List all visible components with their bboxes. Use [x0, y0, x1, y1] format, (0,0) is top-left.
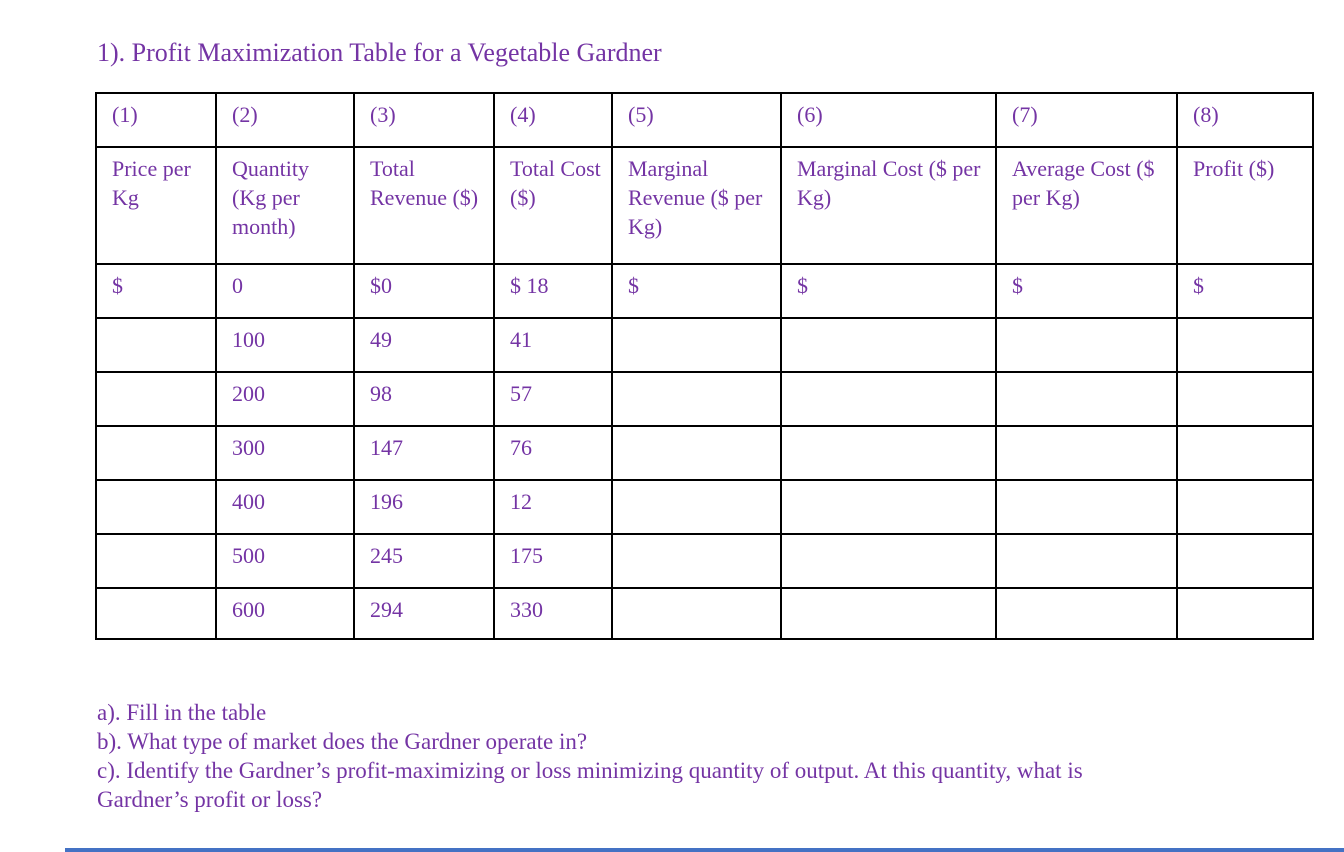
- questions-block: a). Fill in the table b). What type of m…: [97, 698, 1172, 814]
- data-cell: [780, 479, 997, 535]
- data-cell: $: [995, 263, 1178, 319]
- data-cell: 245: [353, 533, 495, 589]
- data-cell: 400: [215, 479, 355, 535]
- data-cell: 147: [353, 425, 495, 481]
- header-cell: Price per Kg: [95, 146, 217, 265]
- header-cell: Total Cost ($): [493, 146, 613, 265]
- table-row: 400 196 12: [95, 479, 1314, 535]
- data-cell: $: [95, 263, 217, 319]
- data-cell: [780, 587, 997, 640]
- data-cell: 330: [493, 587, 613, 640]
- data-cell: 98: [353, 371, 495, 427]
- data-cell: 175: [493, 533, 613, 589]
- table-row: 100 49 41: [95, 317, 1314, 373]
- table-row: 300 147 76: [95, 425, 1314, 481]
- table-row: $ 0 $0 $ 18 $ $ $ $: [95, 263, 1314, 319]
- data-cell: [1176, 533, 1314, 589]
- data-cell: [1176, 371, 1314, 427]
- data-cell: [611, 425, 782, 481]
- question-a: a). Fill in the table: [97, 700, 267, 725]
- data-cell: [995, 587, 1178, 640]
- column-number-cell: (6): [780, 92, 997, 148]
- data-cell: 12: [493, 479, 613, 535]
- header-cell: Average Cost ($ per Kg): [995, 146, 1178, 265]
- data-cell: [611, 317, 782, 373]
- data-cell: $: [780, 263, 997, 319]
- data-cell: [780, 371, 997, 427]
- data-cell: 196: [353, 479, 495, 535]
- data-cell: 41: [493, 317, 613, 373]
- data-cell: [95, 479, 217, 535]
- data-cell: [95, 587, 217, 640]
- header-cell: Total Revenue ($): [353, 146, 495, 265]
- header-cell: Marginal Revenue ($ per Kg): [611, 146, 782, 265]
- data-cell: [1176, 587, 1314, 640]
- data-cell: [95, 317, 217, 373]
- column-number-cell: (2): [215, 92, 355, 148]
- profit-maximization-table: (1) (2) (3) (4) (5) (6) (7) (8) Price pe…: [95, 92, 1314, 640]
- data-cell: [611, 587, 782, 640]
- column-number-cell: (8): [1176, 92, 1314, 148]
- column-number-cell: (4): [493, 92, 613, 148]
- header-row: Price per Kg Quantity (Kg per month) Tot…: [95, 146, 1314, 265]
- data-cell: $: [1176, 263, 1314, 319]
- data-cell: $ 18: [493, 263, 613, 319]
- data-cell: 294: [353, 587, 495, 640]
- data-cell: [780, 533, 997, 589]
- header-cell: Quantity (Kg per month): [215, 146, 355, 265]
- bottom-rule: [65, 848, 1344, 852]
- data-cell: 57: [493, 371, 613, 427]
- data-cell: 49: [353, 317, 495, 373]
- data-cell: $0: [353, 263, 495, 319]
- data-cell: [611, 371, 782, 427]
- data-cell: [95, 425, 217, 481]
- data-cell: [780, 317, 997, 373]
- data-cell: [1176, 317, 1314, 373]
- data-cell: $: [611, 263, 782, 319]
- data-cell: [95, 533, 217, 589]
- column-number-cell: (1): [95, 92, 217, 148]
- data-cell: [1176, 425, 1314, 481]
- question-c: c). Identify the Gardner’s profit-maximi…: [97, 758, 1083, 812]
- column-number-cell: (7): [995, 92, 1178, 148]
- table-row: 500 245 175: [95, 533, 1314, 589]
- table-row: 200 98 57: [95, 371, 1314, 427]
- data-cell: [1176, 479, 1314, 535]
- table-row: 600 294 330: [95, 587, 1314, 640]
- column-number-cell: (5): [611, 92, 782, 148]
- data-cell: [995, 479, 1178, 535]
- data-cell: [95, 371, 217, 427]
- column-number-row: (1) (2) (3) (4) (5) (6) (7) (8): [95, 92, 1314, 148]
- question-b: b). What type of market does the Gardner…: [97, 729, 588, 754]
- data-cell: [995, 317, 1178, 373]
- header-cell: Profit ($): [1176, 146, 1314, 265]
- data-cell: 0: [215, 263, 355, 319]
- data-cell: 300: [215, 425, 355, 481]
- data-cell: [995, 425, 1178, 481]
- page-title: 1). Profit Maximization Table for a Vege…: [97, 38, 662, 67]
- data-cell: 200: [215, 371, 355, 427]
- data-cell: 600: [215, 587, 355, 640]
- data-cell: 500: [215, 533, 355, 589]
- data-cell: [995, 533, 1178, 589]
- data-cell: [995, 371, 1178, 427]
- data-cell: [780, 425, 997, 481]
- header-cell: Marginal Cost ($ per Kg): [780, 146, 997, 265]
- column-number-cell: (3): [353, 92, 495, 148]
- data-cell: [611, 479, 782, 535]
- data-cell: 100: [215, 317, 355, 373]
- data-cell: 76: [493, 425, 613, 481]
- data-cell: [611, 533, 782, 589]
